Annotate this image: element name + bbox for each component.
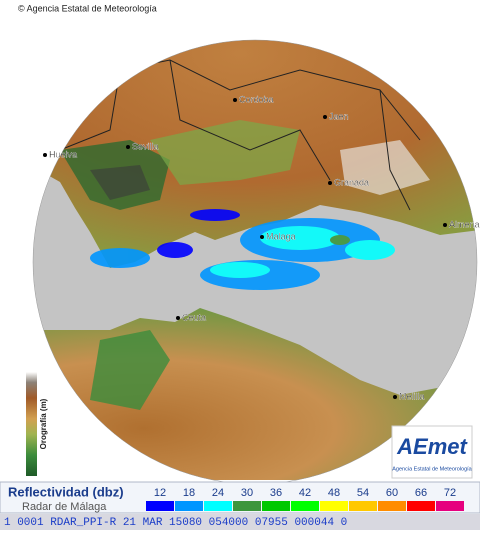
city-label: Ceuta	[182, 312, 206, 322]
echo	[210, 262, 270, 278]
level-swatch	[291, 501, 319, 511]
level-label: 54	[357, 487, 369, 499]
marsh	[90, 165, 150, 200]
level-swatch	[378, 501, 406, 511]
city-label: Cordoba	[239, 94, 274, 104]
level-label: 42	[299, 487, 311, 499]
level-label: 30	[241, 487, 253, 499]
logo-caption: Agencia Estatal de Meteorología	[392, 466, 472, 472]
level-swatch	[320, 501, 348, 511]
radar-disk	[33, 40, 477, 480]
level-label: 60	[386, 487, 398, 499]
cities: Cordoba Jaen Sevilla Huelva Granada Malaga Alm…	[43, 94, 480, 402]
city-label: Granada	[334, 177, 369, 187]
city-marker	[260, 235, 264, 239]
level-label: 12	[154, 487, 166, 499]
level-label: 18	[183, 487, 195, 499]
sierra-nevada	[340, 140, 430, 195]
level-swatch	[204, 501, 232, 511]
radar-echoes	[90, 209, 395, 290]
echo	[260, 226, 340, 250]
city-marker	[176, 316, 180, 320]
city-label: Huelva	[49, 149, 77, 159]
echo	[190, 209, 240, 221]
echo	[330, 235, 350, 245]
borders	[59, 40, 421, 211]
city-marker	[43, 153, 47, 157]
level-label: 66	[415, 487, 427, 499]
level-swatch	[175, 501, 203, 511]
logo-box	[391, 425, 473, 479]
echo	[345, 240, 395, 260]
orography-title: Orografía (m)	[39, 398, 48, 449]
echo	[90, 248, 150, 268]
orography-bar	[26, 372, 37, 476]
city-label: Almeria	[449, 219, 480, 229]
legend-title: Reflectividad (dbz)	[8, 484, 124, 499]
copyright: © Agencia Estatal de Meteorología	[18, 3, 157, 13]
legend-levels: 12 18 24 30 36 42 48 54 60 66 72	[146, 487, 464, 511]
level-label: 48	[328, 487, 340, 499]
level-label: 36	[270, 487, 282, 499]
logo-name: AEmet	[396, 434, 468, 459]
level-swatch	[407, 501, 435, 511]
level-swatch	[436, 501, 464, 511]
level-label: 72	[444, 487, 456, 499]
echo	[157, 242, 193, 258]
city-label: Melilla	[399, 391, 425, 401]
level-label: 24	[212, 487, 224, 499]
level-swatch	[349, 501, 377, 511]
legend-subtitle: Radar de Málaga	[22, 501, 107, 513]
city-label: Malaga	[266, 231, 296, 241]
city-marker	[328, 181, 332, 185]
city-marker	[443, 223, 447, 227]
rif-west	[90, 330, 170, 410]
city-marker	[323, 115, 327, 119]
city-label: Jaen	[329, 111, 349, 121]
city-label: Sevilla	[132, 141, 159, 151]
city-marker	[233, 98, 237, 102]
level-swatch	[233, 501, 261, 511]
level-swatch	[146, 501, 174, 511]
status-bar	[0, 514, 480, 530]
valley	[150, 120, 300, 185]
level-swatch	[262, 501, 290, 511]
city-marker	[393, 395, 397, 399]
status-line: 1 0001 RDAR_PPI-R 21 MAR 15080 054000 07…	[4, 517, 347, 529]
city-marker	[126, 145, 130, 149]
